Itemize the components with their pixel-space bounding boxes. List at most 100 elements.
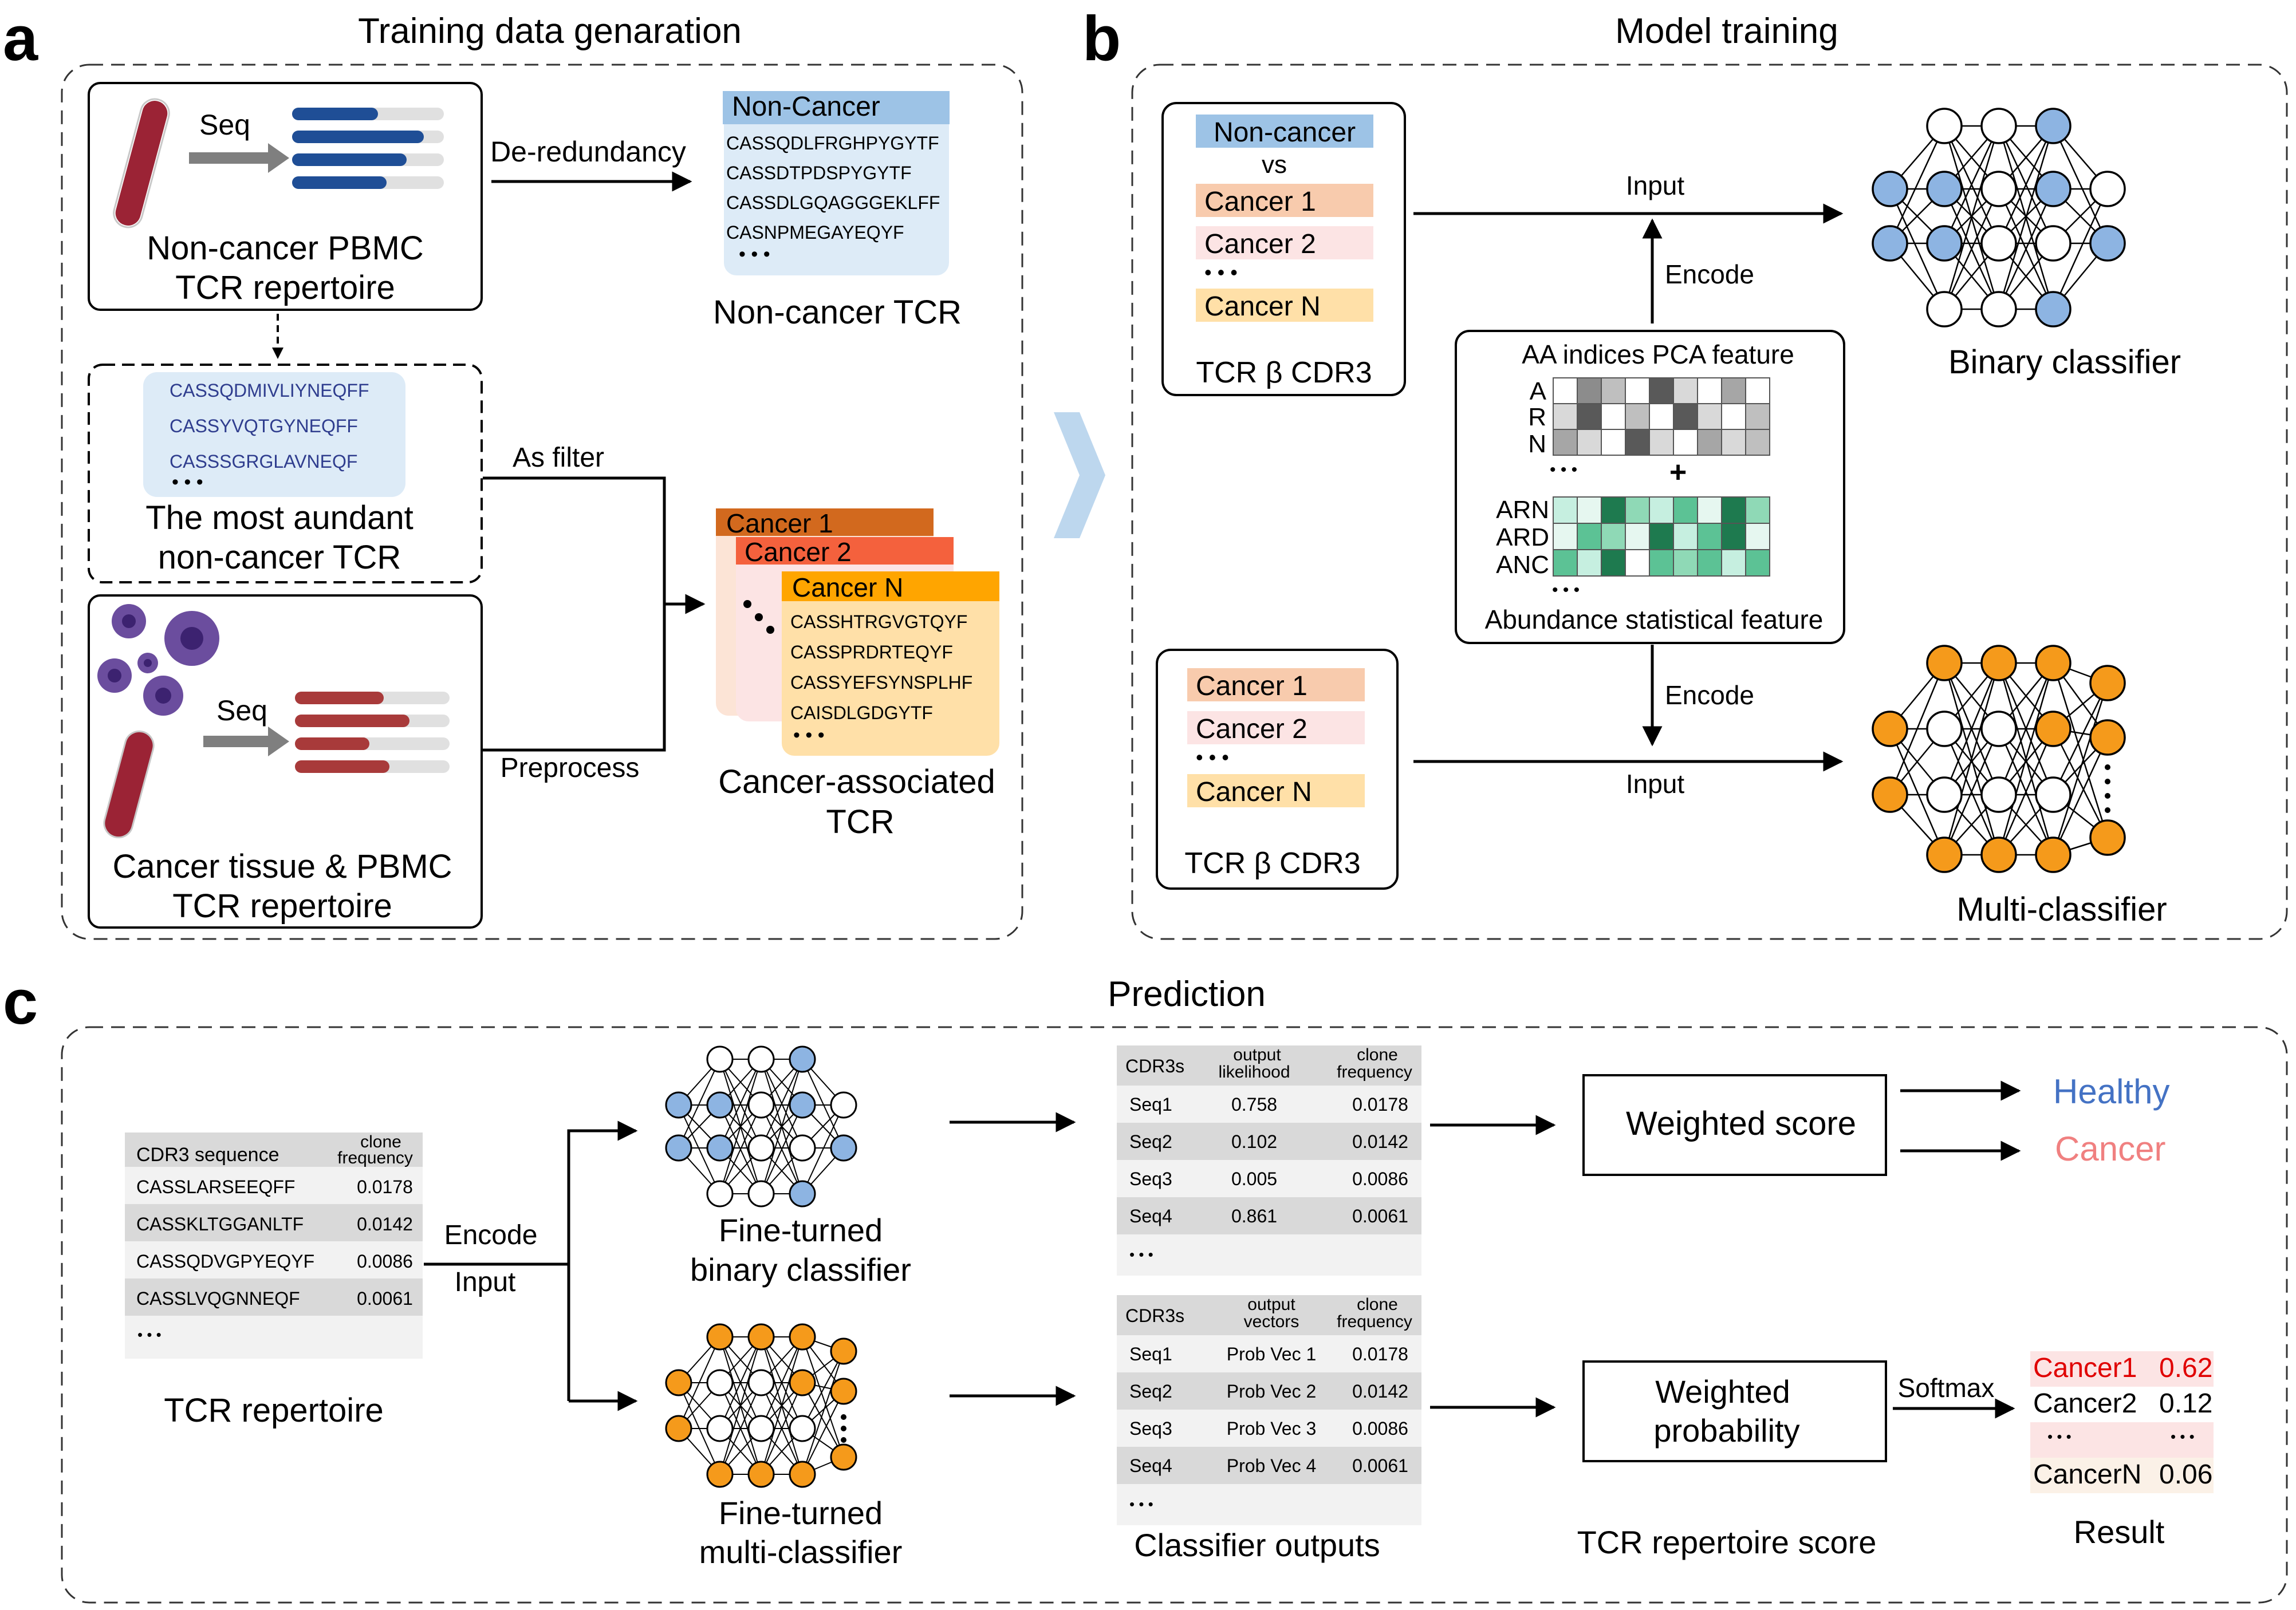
likelihood-f-1: 0.0178 bbox=[1352, 1094, 1408, 1115]
nn-node bbox=[789, 1134, 816, 1162]
nn-node bbox=[665, 1134, 692, 1162]
nn-edge bbox=[678, 1059, 720, 1149]
abundant-seq-2: CASSYVQTGYNEQFF bbox=[170, 416, 358, 436]
cancer-stack-back2: Cancer 2 bbox=[745, 537, 852, 567]
panel-b-title: Model training bbox=[1615, 11, 1838, 51]
heat-cell bbox=[1601, 429, 1626, 456]
healthy-label: Healthy bbox=[2053, 1072, 2169, 1111]
heat-cell bbox=[1577, 496, 1602, 524]
noncancer-box bbox=[724, 93, 949, 275]
fine-multi-label-2: multi-classifier bbox=[699, 1534, 903, 1570]
weighted-probability-label-2: probability bbox=[1653, 1412, 1799, 1449]
heat-cell bbox=[1673, 403, 1698, 430]
likelihood-col3b: frequency bbox=[1337, 1063, 1412, 1082]
tumor-cells-icon bbox=[97, 604, 219, 716]
encode-c-label: Encode bbox=[444, 1220, 538, 1250]
vector-col2a: output bbox=[1247, 1295, 1295, 1314]
nn-node bbox=[2035, 291, 2071, 327]
vector-id-2: Seq2 bbox=[1129, 1381, 1172, 1402]
nn-node bbox=[789, 1045, 816, 1073]
repertoire-seq-4: CASSLVQGNNEQF bbox=[136, 1288, 300, 1309]
cancer-stack-seq-2: CASSPRDRTEQYF bbox=[790, 642, 953, 662]
heat-cell bbox=[1745, 429, 1770, 456]
repertoire-freq-4: 0.0061 bbox=[357, 1288, 413, 1309]
heat-cell bbox=[1697, 429, 1722, 456]
nn-node bbox=[665, 1091, 692, 1119]
panel-a-frame bbox=[61, 64, 1023, 940]
heat-cell bbox=[1601, 523, 1626, 550]
cancer-stack-back1: Cancer 1 bbox=[726, 508, 833, 538]
nn-edge bbox=[1943, 728, 2000, 855]
likelihood-v-3: 0.005 bbox=[1231, 1169, 1277, 1189]
nn-dot bbox=[841, 1426, 846, 1431]
repertoire-more: • • • bbox=[137, 1326, 162, 1343]
nn-node bbox=[2089, 819, 2126, 856]
nn-node bbox=[1980, 645, 2017, 681]
likelihood-id-4: Seq4 bbox=[1129, 1206, 1172, 1226]
nn-dot bbox=[2105, 764, 2110, 770]
panel-c-frame bbox=[61, 1026, 2288, 1604]
heat-cell bbox=[1721, 523, 1746, 550]
nn-node bbox=[1980, 836, 2017, 873]
nn-edge bbox=[1943, 662, 2000, 795]
nn-node bbox=[830, 1443, 857, 1471]
panel-c: c Prediction CDR3 sequence clone frequen… bbox=[3, 967, 2288, 1604]
abundant-seq-3: CASSSGRGLAVNEQF bbox=[170, 451, 357, 472]
nn-node bbox=[1980, 291, 2017, 327]
heat-cell bbox=[1649, 496, 1674, 524]
nn-node bbox=[789, 1323, 816, 1351]
repertoire-freq-3: 0.0086 bbox=[357, 1251, 413, 1272]
feature-row-A: A bbox=[1530, 377, 1547, 405]
vector-v-3: Prob Vec 3 bbox=[1227, 1418, 1317, 1439]
weighted-probability-label-1: Weighted bbox=[1655, 1374, 1790, 1410]
heat-cell bbox=[1577, 429, 1602, 456]
nn-node bbox=[1926, 711, 1963, 747]
panel-a-title: Training data genaration bbox=[358, 11, 742, 51]
nn-node bbox=[1926, 225, 1963, 262]
nn-edge bbox=[802, 1351, 844, 1429]
vector-col1: CDR3s bbox=[1125, 1305, 1184, 1326]
feature-title: AA indices PCA feature bbox=[1522, 340, 1794, 369]
likelihood-v-2: 0.102 bbox=[1231, 1131, 1277, 1152]
heat-cell bbox=[1721, 377, 1746, 404]
result-v-3: • • • bbox=[2171, 1428, 2195, 1445]
heat-cell bbox=[1625, 429, 1650, 456]
nn-edge bbox=[761, 1336, 803, 1475]
nn-edge bbox=[2052, 682, 2109, 795]
nn-node bbox=[830, 1378, 857, 1405]
likelihood-col2b: likelihood bbox=[1218, 1063, 1290, 1082]
nn-edge bbox=[1998, 662, 2054, 855]
cancer-stack-more: • • • bbox=[793, 724, 825, 746]
nn-node bbox=[747, 1180, 775, 1208]
nn-edge bbox=[678, 1104, 720, 1194]
preprocess-label: Preprocess bbox=[501, 753, 640, 783]
nn-edge bbox=[1998, 125, 2054, 244]
multi-item-cancer2: Cancer 2 bbox=[1196, 714, 1308, 744]
vector-col3a: clone bbox=[1357, 1295, 1398, 1314]
vector-id-1: Seq1 bbox=[1129, 1344, 1172, 1364]
nn-node bbox=[789, 1415, 816, 1442]
panel-c-title: Prediction bbox=[1108, 974, 1266, 1014]
nn-node bbox=[1926, 291, 1963, 327]
as-filter-label: As filter bbox=[513, 443, 604, 473]
nn-node bbox=[2035, 645, 2071, 681]
nn-node bbox=[706, 1461, 734, 1488]
cancer-stack-seq-3: CASSYEFSYNSPLHF bbox=[790, 672, 972, 693]
panel-b: b Model training Non-cancer vs Cancer 1 … bbox=[1082, 3, 2288, 940]
cancer-source-label-1: Cancer tissue & PBMC bbox=[112, 848, 452, 885]
repertoire-seq-3: CASSQDVGPYEQYF bbox=[136, 1251, 314, 1272]
softmax-label: Softmax bbox=[1898, 1373, 1995, 1403]
noncancer-header bbox=[723, 91, 950, 124]
multi-item-cancer1: Cancer 1 bbox=[1196, 671, 1308, 701]
heat-cell bbox=[1697, 377, 1722, 404]
nn-node bbox=[706, 1091, 734, 1119]
vector-v-4: Prob Vec 4 bbox=[1227, 1455, 1317, 1476]
nn-node bbox=[747, 1323, 775, 1351]
nn-node bbox=[789, 1180, 816, 1208]
abundant-label-1: The most aundant bbox=[145, 499, 413, 536]
nn-node bbox=[830, 1337, 857, 1365]
noncancer-more: • • • bbox=[739, 243, 770, 265]
feature-row-N: N bbox=[1528, 430, 1546, 458]
heat-cell bbox=[1577, 403, 1602, 430]
